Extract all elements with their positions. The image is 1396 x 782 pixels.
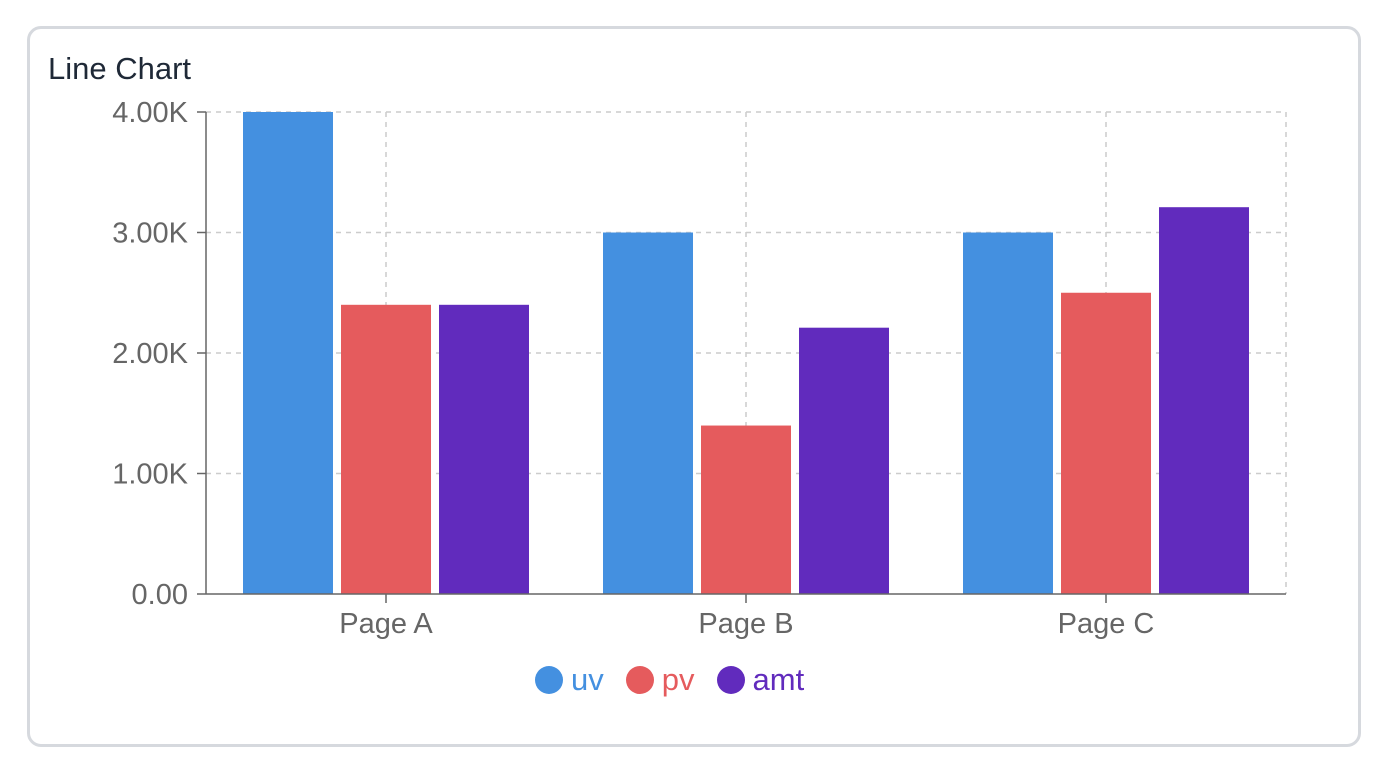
bar-uv[interactable] [243,112,333,594]
bar-amt[interactable] [1159,207,1249,594]
legend-label-uv: uv [571,662,604,697]
bar-pv[interactable] [1061,292,1151,594]
y-tick-label: 0.00 [132,579,188,611]
legend-dot-amt-icon [716,666,745,694]
legend-item-pv[interactable]: pv [625,662,695,698]
legend: uv pv amt [535,662,804,698]
x-axis-ticks: Page A Page B Page C [339,594,1154,640]
y-tick-label: 2.00K [112,338,188,370]
y-tick-label: 4.00K [112,97,188,129]
x-tick-label: Page C [1058,608,1155,640]
bar-uv[interactable] [603,232,693,595]
y-tick-label: 3.00K [112,218,188,250]
y-axis-ticks: 0.00 1.00K 2.00K 3.00K 4.00K [112,97,206,611]
bars-group [243,112,1249,594]
legend-label-amt: amt [752,662,805,697]
bar-uv[interactable] [963,232,1053,595]
legend-item-amt[interactable]: amt [716,662,805,698]
x-tick-label: Page A [339,608,433,640]
y-tick-label: 1.00K [112,459,188,491]
legend-label-pv: pv [661,662,695,697]
legend-dot-pv-icon [625,666,654,694]
chart-title: Line Chart [48,51,192,86]
legend-item-uv[interactable]: uv [535,662,604,698]
x-tick-label: Page B [698,608,793,640]
bar-pv[interactable] [701,425,791,594]
legend-dot-uv-icon [535,666,563,694]
bar-amt[interactable] [439,304,529,594]
bar-amt[interactable] [799,327,889,594]
bar-pv[interactable] [341,304,431,594]
